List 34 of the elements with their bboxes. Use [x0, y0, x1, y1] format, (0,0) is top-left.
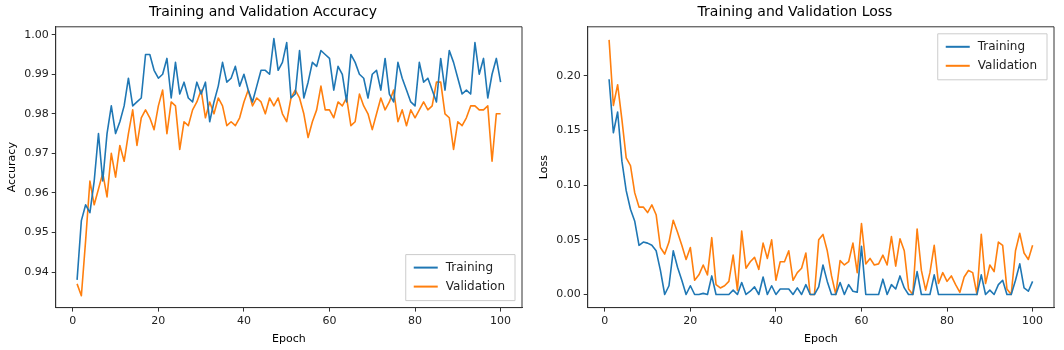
y-tick-label: 0.00 — [556, 287, 581, 301]
legend-label: Validation — [977, 57, 1038, 72]
chart-title: Training and Validation Loss — [696, 3, 893, 20]
y-tick-label: 0.20 — [556, 68, 581, 82]
legend-label: Training — [444, 259, 494, 274]
x-tick-label: 100 — [490, 314, 512, 328]
y-tick-label: 0.94 — [24, 264, 49, 278]
y-tick-label: 1.00 — [24, 27, 49, 41]
x-tick-label: 80 — [940, 314, 955, 328]
x-axis-title: Epoch — [272, 332, 306, 346]
x-tick-label: 40 — [768, 314, 783, 328]
x-tick-label: 40 — [236, 314, 251, 328]
x-tick-label: 100 — [1022, 314, 1044, 328]
y-tick-label: 0.96 — [24, 185, 49, 199]
y-tick-label: 0.15 — [556, 123, 581, 137]
y-tick-label: 0.95 — [24, 225, 49, 239]
y-tick-label: 0.05 — [556, 232, 581, 246]
y-tick-label: 0.10 — [556, 178, 581, 192]
x-tick-label: 20 — [151, 314, 166, 328]
y-tick-label: 0.99 — [24, 67, 49, 81]
y-axis-title: Accuracy — [5, 141, 19, 193]
legend-label: Training — [976, 38, 1026, 53]
y-tick-label: 0.97 — [24, 146, 49, 160]
x-tick-label: 0 — [601, 314, 609, 328]
x-tick-label: 60 — [854, 314, 869, 328]
x-tick-label: 20 — [683, 314, 698, 328]
x-tick-label: 60 — [322, 314, 337, 328]
chart-title: Training and Validation Accuracy — [148, 3, 377, 20]
y-tick-label: 0.98 — [24, 106, 49, 120]
legend-label: Validation — [445, 278, 506, 293]
x-tick-label: 80 — [408, 314, 423, 328]
x-tick-label: 0 — [69, 314, 77, 328]
x-axis-title: Epoch — [804, 332, 838, 346]
y-axis-title: Loss — [537, 154, 551, 180]
